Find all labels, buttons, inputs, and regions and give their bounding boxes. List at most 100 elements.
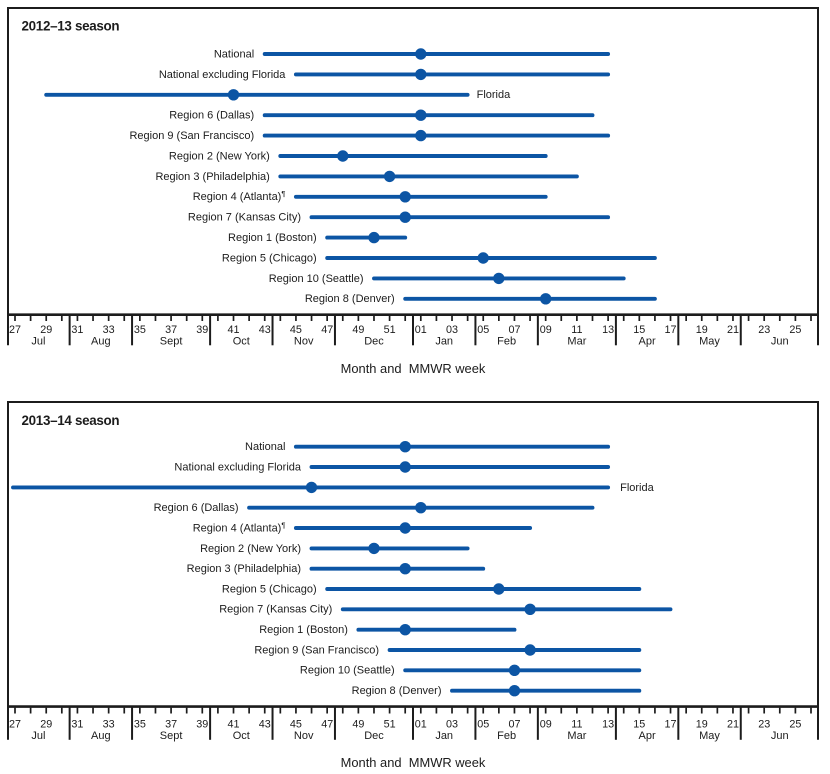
svg-text:Region 7 (Kansas City): Region 7 (Kansas City) [219, 604, 332, 616]
svg-text:17: 17 [664, 324, 676, 336]
svg-text:05: 05 [477, 324, 489, 336]
svg-text:41: 41 [227, 718, 239, 730]
svg-text:National: National [214, 48, 254, 60]
svg-text:Apr: Apr [639, 730, 656, 742]
svg-text:39: 39 [196, 718, 208, 730]
svg-text:Region 8 (Denver): Region 8 (Denver) [352, 685, 442, 697]
svg-text:Region 9 (San Francisco): Region 9 (San Francisco) [129, 130, 254, 142]
svg-text:51: 51 [384, 324, 396, 336]
svg-text:Jun: Jun [771, 336, 789, 348]
svg-text:13: 13 [602, 718, 614, 730]
svg-text:33: 33 [103, 324, 115, 336]
svg-text:Region 4 (Atlanta)¶: Region 4 (Atlanta)¶ [193, 189, 286, 203]
svg-text:Region 6 (Dallas): Region 6 (Dallas) [154, 502, 239, 514]
svg-text:11: 11 [571, 718, 582, 730]
svg-text:Region 8 (Denver): Region 8 (Denver) [305, 293, 395, 305]
svg-text:39: 39 [196, 324, 208, 336]
svg-text:03: 03 [446, 324, 458, 336]
svg-text:Mar: Mar [567, 730, 586, 742]
svg-text:35: 35 [134, 718, 146, 730]
svg-text:Sept: Sept [160, 730, 183, 742]
svg-text:Sept: Sept [160, 336, 183, 348]
svg-text:01: 01 [415, 324, 427, 336]
svg-text:Region 3 (Philadelphia): Region 3 (Philadelphia) [187, 563, 301, 575]
svg-text:31: 31 [71, 324, 83, 336]
svg-text:Region 5 (Chicago): Region 5 (Chicago) [222, 583, 317, 595]
svg-text:05: 05 [477, 718, 489, 730]
svg-text:03: 03 [446, 718, 458, 730]
svg-text:Region 2 (New York): Region 2 (New York) [169, 150, 270, 162]
svg-text:National excluding Florida: National excluding Florida [159, 69, 286, 81]
svg-text:Florida: Florida [477, 89, 512, 101]
svg-text:09: 09 [540, 718, 552, 730]
svg-text:Region 7 (Kansas City): Region 7 (Kansas City) [188, 212, 301, 224]
svg-text:21: 21 [727, 324, 739, 336]
svg-text:Region 9 (San Francisco): Region 9 (San Francisco) [254, 644, 379, 656]
svg-text:Jun: Jun [771, 730, 789, 742]
svg-text:43: 43 [259, 324, 271, 336]
svg-text:Aug: Aug [91, 336, 111, 348]
svg-text:Region 1 (Boston): Region 1 (Boston) [259, 624, 348, 636]
svg-text:27: 27 [9, 324, 21, 336]
svg-text:49: 49 [352, 718, 364, 730]
svg-text:41: 41 [227, 324, 239, 336]
svg-text:29: 29 [40, 718, 52, 730]
svg-text:Oct: Oct [233, 730, 250, 742]
svg-text:Jan: Jan [435, 336, 453, 348]
svg-text:Region 1 (Boston): Region 1 (Boston) [228, 232, 317, 244]
svg-text:07: 07 [508, 718, 520, 730]
svg-text:Nov: Nov [294, 336, 314, 348]
svg-text:47: 47 [321, 718, 333, 730]
svg-text:Feb: Feb [497, 730, 516, 742]
svg-text:45: 45 [290, 718, 302, 730]
svg-text:21: 21 [727, 718, 739, 730]
svg-text:15: 15 [633, 324, 645, 336]
svg-text:07: 07 [508, 324, 520, 336]
svg-text:19: 19 [696, 718, 708, 730]
svg-text:01: 01 [415, 718, 427, 730]
svg-text:49: 49 [352, 324, 364, 336]
svg-text:Dec: Dec [364, 730, 384, 742]
svg-text:Month and MMWR week: Month and MMWR week [341, 755, 486, 770]
svg-text:51: 51 [384, 718, 396, 730]
svg-text:Oct: Oct [233, 336, 250, 348]
svg-text:Apr: Apr [639, 336, 656, 348]
svg-text:Jul: Jul [31, 730, 45, 742]
svg-text:Jan: Jan [435, 730, 453, 742]
svg-text:27: 27 [9, 718, 21, 730]
svg-text:29: 29 [40, 324, 52, 336]
svg-text:Region 2 (New York): Region 2 (New York) [200, 543, 301, 555]
svg-text:23: 23 [758, 718, 770, 730]
svg-text:2013–14 season: 2013–14 season [22, 413, 120, 428]
svg-text:Region 6 (Dallas): Region 6 (Dallas) [169, 110, 254, 122]
svg-text:19: 19 [696, 324, 708, 336]
svg-text:Aug: Aug [91, 730, 111, 742]
svg-text:11: 11 [571, 324, 582, 336]
svg-text:National: National [245, 441, 285, 453]
svg-text:31: 31 [71, 718, 83, 730]
svg-text:Dec: Dec [364, 336, 384, 348]
svg-text:Region 3 (Philadelphia): Region 3 (Philadelphia) [155, 171, 269, 183]
svg-text:37: 37 [165, 324, 177, 336]
svg-text:Nov: Nov [294, 730, 314, 742]
svg-text:Region 10 (Seattle): Region 10 (Seattle) [300, 665, 395, 677]
svg-text:Region 5 (Chicago): Region 5 (Chicago) [222, 252, 317, 264]
svg-text:47: 47 [321, 324, 333, 336]
svg-text:2012–13 season: 2012–13 season [22, 19, 120, 34]
svg-text:Region 10 (Seattle): Region 10 (Seattle) [269, 273, 364, 285]
svg-text:35: 35 [134, 324, 146, 336]
svg-text:May: May [699, 730, 720, 742]
svg-text:Florida: Florida [620, 482, 655, 494]
svg-text:37: 37 [165, 718, 177, 730]
svg-text:17: 17 [664, 718, 676, 730]
svg-text:Mar: Mar [567, 336, 586, 348]
svg-text:09: 09 [540, 324, 552, 336]
svg-text:25: 25 [789, 324, 801, 336]
svg-text:25: 25 [789, 718, 801, 730]
svg-text:13: 13 [602, 324, 614, 336]
svg-text:Feb: Feb [497, 336, 516, 348]
svg-text:Region 4 (Atlanta)¶: Region 4 (Atlanta)¶ [193, 520, 286, 534]
svg-text:43: 43 [259, 718, 271, 730]
svg-text:Month and MMWR week: Month and MMWR week [341, 361, 486, 376]
svg-text:Jul: Jul [31, 336, 45, 348]
